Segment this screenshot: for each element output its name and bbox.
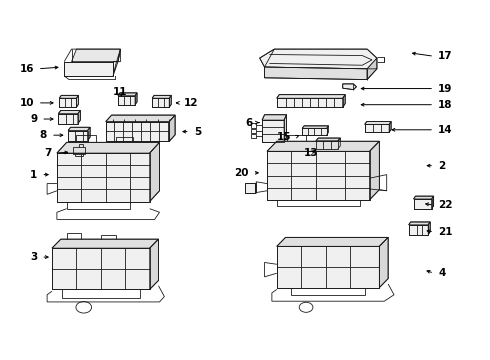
- Text: 20: 20: [234, 168, 249, 178]
- Polygon shape: [72, 49, 121, 62]
- Polygon shape: [169, 95, 171, 107]
- Polygon shape: [267, 141, 379, 151]
- Polygon shape: [409, 225, 428, 234]
- Text: 3: 3: [30, 252, 37, 262]
- Text: 16: 16: [20, 64, 34, 74]
- Polygon shape: [59, 98, 76, 107]
- Polygon shape: [262, 120, 284, 141]
- Text: 7: 7: [45, 148, 52, 158]
- Polygon shape: [365, 122, 391, 125]
- Polygon shape: [389, 122, 391, 132]
- Text: 12: 12: [184, 98, 198, 108]
- Polygon shape: [150, 239, 159, 289]
- Polygon shape: [409, 222, 430, 225]
- Polygon shape: [367, 58, 377, 80]
- Polygon shape: [414, 196, 434, 199]
- Polygon shape: [277, 95, 345, 98]
- Polygon shape: [113, 49, 121, 76]
- Polygon shape: [369, 141, 379, 200]
- Text: 9: 9: [30, 114, 37, 124]
- Text: 2: 2: [438, 161, 445, 171]
- Text: 8: 8: [40, 130, 47, 140]
- Polygon shape: [106, 115, 175, 122]
- Polygon shape: [432, 196, 434, 209]
- Polygon shape: [152, 95, 171, 98]
- Polygon shape: [277, 98, 343, 107]
- Text: 6: 6: [245, 118, 252, 128]
- Polygon shape: [59, 95, 78, 98]
- Polygon shape: [277, 246, 379, 288]
- Bar: [73, 147, 85, 154]
- Text: 4: 4: [438, 268, 445, 278]
- Polygon shape: [118, 93, 137, 96]
- Text: 21: 21: [438, 227, 452, 237]
- Text: 5: 5: [194, 127, 201, 136]
- Polygon shape: [150, 142, 159, 202]
- Polygon shape: [52, 239, 159, 248]
- Text: 18: 18: [438, 100, 452, 110]
- Polygon shape: [58, 111, 80, 114]
- Text: 13: 13: [304, 148, 318, 158]
- Polygon shape: [57, 142, 159, 153]
- Polygon shape: [260, 49, 377, 69]
- Text: 15: 15: [277, 132, 292, 142]
- Polygon shape: [267, 151, 369, 200]
- Polygon shape: [316, 141, 338, 149]
- Polygon shape: [277, 237, 388, 246]
- Polygon shape: [64, 62, 113, 76]
- Polygon shape: [265, 67, 367, 80]
- Polygon shape: [152, 98, 169, 107]
- Text: 19: 19: [438, 84, 452, 94]
- Polygon shape: [68, 127, 90, 131]
- Polygon shape: [343, 84, 356, 90]
- Polygon shape: [76, 95, 78, 107]
- Text: 11: 11: [113, 87, 128, 97]
- Polygon shape: [135, 93, 137, 105]
- Polygon shape: [365, 125, 389, 132]
- Polygon shape: [58, 114, 78, 124]
- Text: 10: 10: [20, 98, 34, 108]
- Text: 22: 22: [438, 200, 452, 210]
- Text: 17: 17: [438, 51, 453, 61]
- Polygon shape: [284, 115, 287, 141]
- Polygon shape: [52, 248, 150, 289]
- Polygon shape: [316, 138, 340, 141]
- Polygon shape: [169, 115, 175, 141]
- Polygon shape: [302, 126, 329, 129]
- Polygon shape: [88, 127, 90, 140]
- Polygon shape: [106, 122, 169, 141]
- Polygon shape: [414, 199, 432, 209]
- Text: 1: 1: [30, 170, 37, 180]
- Polygon shape: [57, 153, 150, 202]
- Polygon shape: [302, 129, 327, 135]
- Polygon shape: [338, 138, 340, 149]
- Polygon shape: [68, 131, 88, 140]
- Polygon shape: [245, 183, 255, 193]
- Polygon shape: [118, 96, 135, 105]
- Polygon shape: [343, 95, 345, 107]
- Polygon shape: [428, 222, 430, 234]
- Polygon shape: [379, 237, 388, 288]
- Text: 14: 14: [438, 125, 453, 135]
- Polygon shape: [262, 115, 287, 120]
- Polygon shape: [78, 111, 80, 124]
